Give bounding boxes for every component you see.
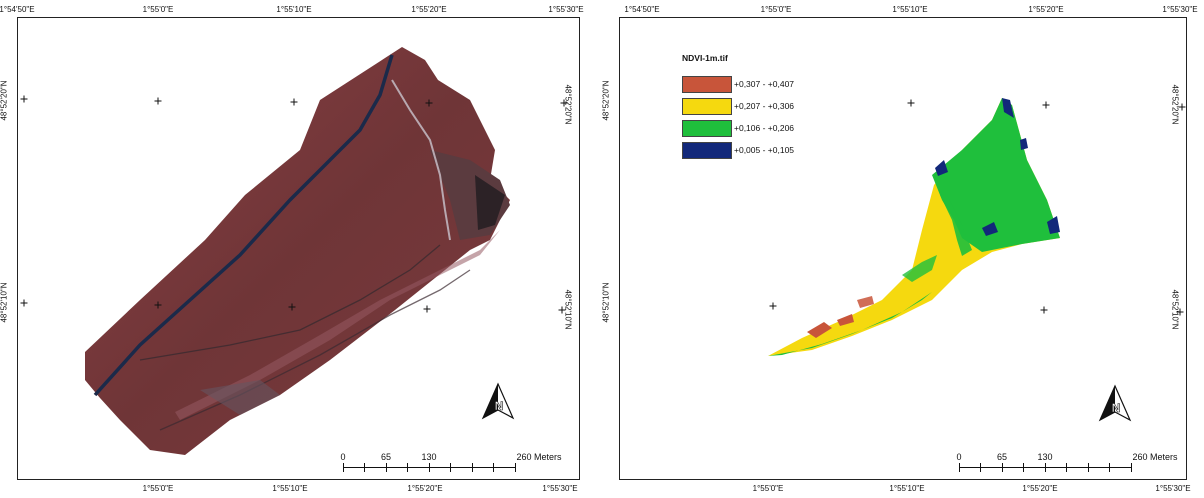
legend-swatch: [682, 75, 732, 93]
scale-label: 130: [421, 452, 437, 462]
top-tick-label: 1°55'20"E: [411, 5, 447, 14]
scale-label: 0: [340, 452, 346, 462]
top-tick-label: 1°54'50"E: [0, 5, 35, 14]
top-tick-label: 1°55'10"E: [892, 5, 928, 14]
legend-item: +0,106 - +0,206: [682, 117, 794, 139]
graticule-cross: [1176, 308, 1184, 316]
graticule-cross: [558, 306, 566, 314]
scale-bar: 0 65 130 260 Meters: [340, 452, 562, 477]
orthophoto-map-panel: 1°54'50"E 1°55'0"E 1°55'10"E 1°55'20"E 1…: [0, 5, 584, 493]
graticule-cross: [290, 98, 298, 106]
legend-item: +0,207 - +0,306: [682, 95, 794, 117]
top-tick-label: 1°55'30"E: [1162, 5, 1198, 14]
graticule-cross: [154, 301, 162, 309]
graticule-cross: [907, 99, 915, 107]
svg-text:N: N: [495, 399, 504, 413]
scale-label: 130: [1037, 452, 1053, 462]
graticule-cross: [154, 97, 162, 105]
legend-swatch: [682, 97, 732, 115]
legend-label: +0,106 - +0,206: [734, 123, 795, 133]
map-legend: NDVI-1m.tif +0,307 - +0,407 +0,207 - +0,…: [682, 53, 794, 161]
top-tick-label: 1°55'10"E: [276, 5, 312, 14]
graticule-cross: [20, 95, 28, 103]
legend-swatch: [682, 119, 732, 137]
north-arrow-icon: N: [1098, 384, 1132, 422]
bottom-tick-label: 1°55'20"E: [1022, 484, 1058, 493]
graticule-cross: [769, 302, 777, 310]
legend-label: +0,307 - +0,407: [734, 79, 795, 89]
scale-label: 260 Meters: [1132, 452, 1178, 462]
legend-item: +0,307 - +0,407: [682, 73, 794, 95]
scale-label: 260 Meters: [516, 452, 562, 462]
legend-label: +0,207 - +0,306: [734, 101, 795, 111]
legend-swatch: [682, 141, 732, 159]
scale-label: 65: [380, 452, 392, 462]
graticule-cross: [1178, 103, 1186, 111]
svg-text:N: N: [1112, 401, 1121, 415]
bottom-tick-label: 1°55'10"E: [272, 484, 308, 493]
bottom-tick-label: 1°55'20"E: [407, 484, 443, 493]
legend-label: +0,005 - +0,105: [734, 145, 795, 155]
bottom-tick-label: 1°55'0"E: [142, 484, 174, 493]
top-tick-label: 1°55'30"E: [548, 5, 584, 14]
top-tick-label: 1°55'0"E: [760, 5, 792, 14]
graticule-cross: [423, 305, 431, 313]
ndvi-map-panel: 1°54'50"E 1°55'0"E 1°55'10"E 1°55'20"E 1…: [602, 0, 1204, 498]
bottom-tick-label: 1°55'0"E: [752, 484, 784, 493]
graticule-cross: [560, 99, 568, 107]
legend-item: +0,005 - +0,105: [682, 139, 794, 161]
top-tick-label: 1°55'0"E: [142, 5, 174, 14]
bottom-tick-label: 1°55'30"E: [1155, 484, 1191, 493]
graticule-cross: [1040, 306, 1048, 314]
scale-label: 65: [996, 452, 1008, 462]
north-arrow-icon: N: [481, 382, 515, 420]
legend-title: NDVI-1m.tif: [682, 53, 728, 63]
graticule-cross: [425, 99, 433, 107]
top-tick-label: 1°55'20"E: [1028, 5, 1064, 14]
ndvi-classified-image: [768, 98, 1060, 356]
graticule-cross: [288, 303, 296, 311]
scale-label: 0: [956, 452, 962, 462]
orthophoto-image: [85, 47, 510, 455]
map-frame: [619, 17, 1187, 480]
bottom-tick-label: 1°55'30"E: [542, 484, 578, 493]
bottom-tick-label: 1°55'10"E: [889, 484, 925, 493]
scale-bar: 0 65 130 260 Meters: [956, 452, 1178, 477]
graticule-cross: [1042, 101, 1050, 109]
graticule-cross: [20, 299, 28, 307]
top-tick-label: 1°54'50"E: [624, 5, 660, 14]
